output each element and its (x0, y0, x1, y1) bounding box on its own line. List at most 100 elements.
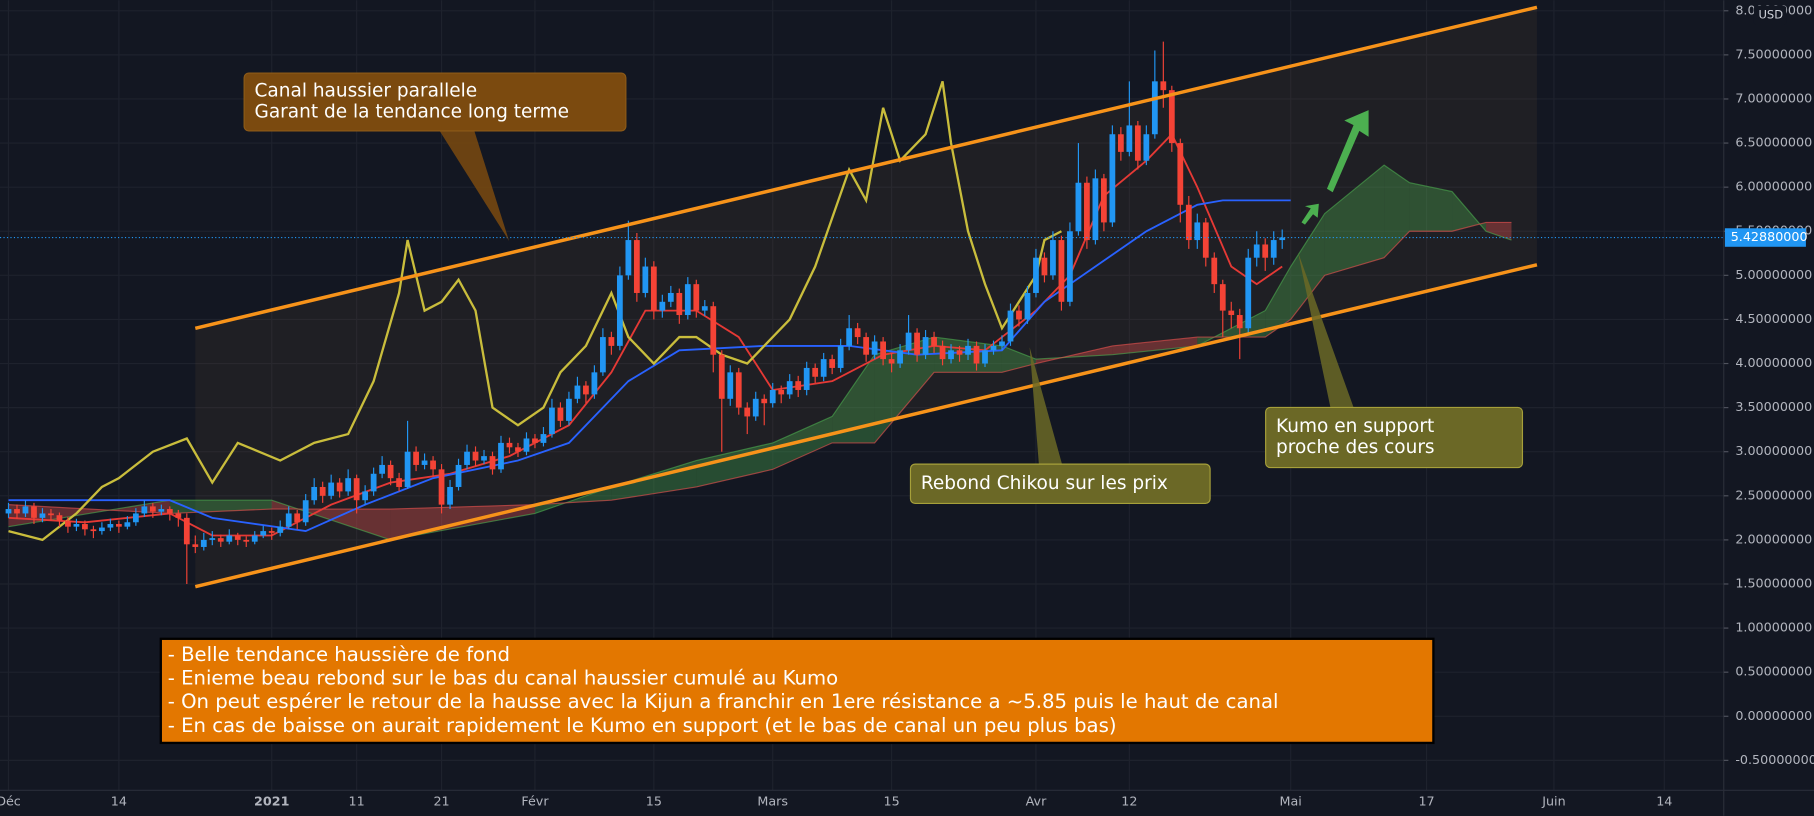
candle-body (413, 451, 419, 465)
channel-line (194, 5, 1538, 330)
candle-body (897, 350, 903, 364)
candle-body (701, 306, 708, 311)
annotation-text: - En cas de baisse on aurait rapidement … (168, 714, 1117, 737)
candle-body (396, 478, 402, 487)
candle-body (948, 350, 954, 360)
candle-body (837, 345, 844, 368)
candle-body (982, 350, 988, 364)
annotation-box (243, 72, 627, 132)
cloud-segment (1112, 337, 1198, 355)
candle-body (1211, 257, 1218, 285)
candle-body (1075, 182, 1082, 232)
x-tick-label: 21 (433, 793, 449, 808)
y-tick-label: 2.00000000 (1735, 531, 1812, 546)
x-tick-label: 15 (884, 793, 900, 808)
cloud-segment (832, 354, 875, 443)
candle-body (1117, 134, 1124, 152)
candle-body (888, 359, 895, 364)
candle-body (48, 513, 54, 516)
candle-body (166, 509, 173, 514)
plot-area (0, 5, 1724, 589)
annotation-text: - On peut espérer le retour de la hausse… (168, 690, 1279, 713)
cloud-segment (1384, 165, 1410, 258)
candle-body (523, 438, 530, 452)
candle-body (566, 398, 572, 421)
candle-body (999, 341, 1005, 346)
candle-body (209, 538, 216, 540)
candle-body (82, 524, 88, 530)
candle-body (939, 345, 946, 360)
candle-body (727, 372, 734, 399)
candle-body (1228, 310, 1235, 316)
y-tick-label: 7.50000000 (1735, 46, 1812, 61)
candle-body (1270, 240, 1277, 258)
candle-body (684, 284, 691, 316)
x-tick-label: Avr (1026, 793, 1047, 808)
candle-body (1194, 222, 1201, 241)
candle-body (353, 478, 360, 501)
x-tick-label: 15 (646, 793, 662, 808)
candle-body (1084, 182, 1090, 241)
candle-body (226, 535, 233, 542)
x-tick-label: Févr (521, 793, 549, 808)
currency-bg (1753, 5, 1787, 25)
candle-body (1007, 310, 1014, 342)
candle-body (217, 538, 224, 542)
x-tick-label: Juin (1541, 793, 1565, 808)
candle-body (1067, 231, 1073, 302)
candle-body (200, 539, 207, 547)
candle-body (1058, 240, 1065, 302)
candle-body (829, 359, 836, 368)
candle-body (990, 345, 997, 351)
candle-body (260, 531, 267, 536)
candle-body (175, 513, 182, 518)
candle-body (1168, 90, 1175, 144)
y-tick-label: 2.50000000 (1735, 487, 1812, 502)
cloud-segment (772, 416, 833, 470)
candle-body (744, 407, 751, 417)
candle-body (328, 482, 335, 496)
candle-body (447, 486, 453, 505)
candle-body (667, 292, 674, 302)
annotation-text: Canal haussier parallele (255, 81, 478, 102)
candle-body (1151, 81, 1158, 135)
candle-body (608, 337, 615, 346)
candle-body (481, 456, 487, 461)
cloud-segment (1409, 182, 1453, 232)
candle-body (65, 520, 71, 527)
candle-body (1101, 178, 1107, 223)
annotation-text: Rebond Chikou sur les prix (921, 473, 1168, 494)
candle-body (1050, 240, 1056, 276)
y-tick-label: 1.00000000 (1735, 620, 1812, 635)
candle-body (183, 517, 190, 545)
candle-body (379, 464, 386, 474)
candle-body (625, 240, 632, 276)
candle-body (616, 275, 623, 346)
candle-body (506, 442, 513, 448)
price-label: 5.42880000 (1731, 229, 1808, 244)
candle-body (1160, 81, 1167, 91)
candle-body (1245, 257, 1252, 329)
candle-body (914, 332, 920, 355)
candle-body (498, 442, 504, 470)
y-tick-label: 1.50000000 (1735, 575, 1812, 590)
price-label-bg (1724, 228, 1806, 247)
candle-body (854, 328, 861, 338)
candle-body (31, 506, 37, 518)
arrow (1301, 203, 1319, 225)
candle-body (752, 398, 759, 417)
y-tick-label: 3.00000000 (1735, 443, 1812, 458)
candle-body (846, 328, 853, 346)
candle-body (1236, 315, 1243, 329)
candle-body (515, 447, 521, 452)
y-tick-label: 7.00000000 (1735, 90, 1812, 105)
y-tick-label: -0.50000000 (1735, 752, 1814, 767)
candle-body (633, 240, 640, 293)
candle-body (99, 527, 105, 532)
candle-body (642, 266, 649, 293)
candle-body (880, 341, 886, 360)
x-tick-label: 11 (349, 793, 365, 808)
candle-body (464, 451, 470, 465)
candle-body (600, 337, 606, 373)
